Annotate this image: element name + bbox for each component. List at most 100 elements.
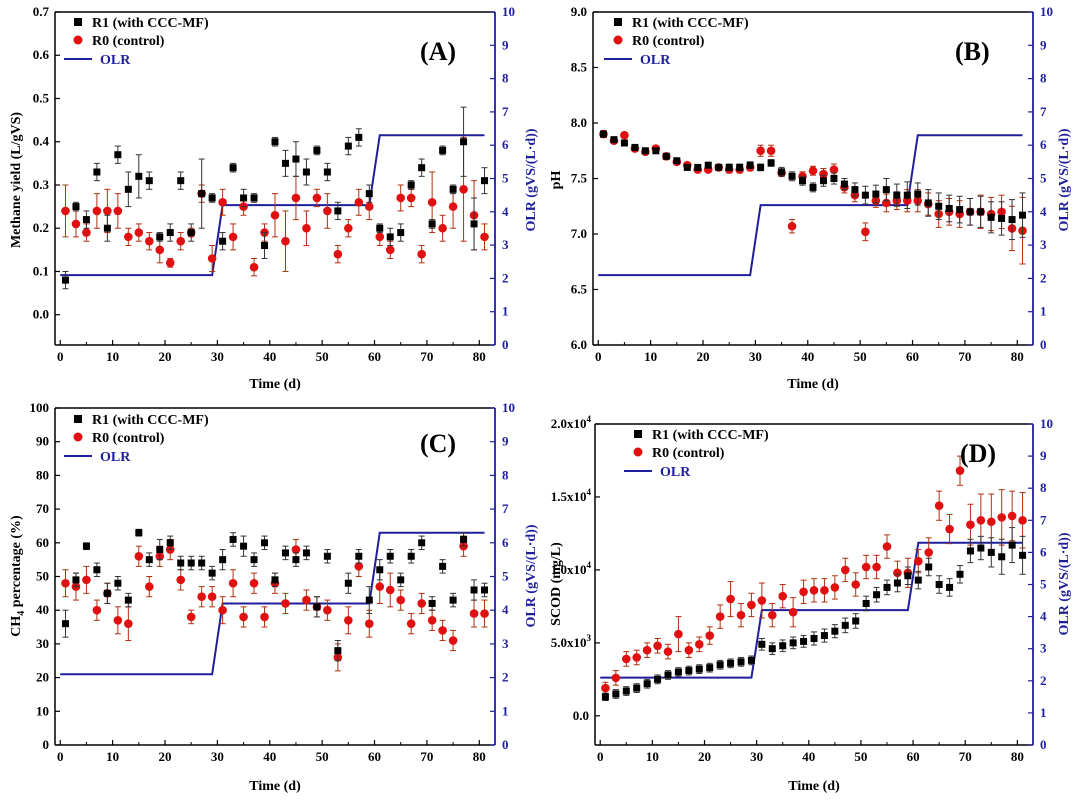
r0-point	[218, 605, 227, 615]
r0-point	[480, 232, 489, 242]
legend-r1-label: R1 (with CCC-MF)	[632, 16, 749, 31]
panel-a-y2-axis-title: OLR (gVS/(L·d))	[524, 128, 539, 231]
x-tick-label: 60	[368, 749, 381, 764]
r1-point	[124, 596, 132, 604]
legend-r1-marker	[614, 18, 622, 26]
y2-tick-label: 4	[1040, 609, 1047, 624]
r0-point	[663, 647, 673, 656]
olr-line	[598, 134, 1023, 277]
x-tick-label: 20	[698, 749, 711, 764]
r0-point	[820, 586, 829, 595]
r1-point	[376, 566, 384, 574]
panel-a: 0 10 20 30 40 50 60 70 800.00.10.20.30.40.50.60.…	[9, 4, 539, 392]
y2-tick-label: 3	[1040, 237, 1047, 252]
y2-tick-label: 4	[1040, 204, 1047, 219]
r1-point	[344, 579, 352, 587]
r1-point	[851, 186, 859, 194]
r1-point	[727, 659, 735, 667]
r1-point	[788, 172, 796, 180]
r1-point	[219, 237, 227, 245]
r1-point	[313, 146, 321, 154]
x-tick-label: 70	[958, 349, 971, 364]
r0-point	[281, 599, 290, 608]
r1-point	[631, 143, 639, 151]
r0-point	[788, 607, 798, 617]
r1-point	[229, 164, 237, 172]
legend-r1-marker	[634, 430, 642, 438]
r1-point	[114, 579, 122, 587]
y2-tick-label: 6	[1040, 137, 1047, 152]
y-tick-label: 50	[36, 569, 49, 584]
r1-point	[820, 632, 828, 640]
r1-point	[778, 168, 786, 176]
r1-point	[418, 539, 426, 547]
r1-point	[72, 576, 80, 584]
r0-point	[480, 609, 489, 618]
r0-point	[134, 551, 144, 561]
y-tick-label: 9.0	[571, 4, 587, 19]
x-tick-label: 40	[263, 349, 276, 364]
r1-point	[622, 687, 630, 695]
r1-point	[407, 552, 415, 560]
r0-point	[354, 562, 364, 571]
y2-tick-label: 8	[1040, 480, 1047, 495]
y2-tick-label: 0	[1040, 737, 1047, 752]
y2-tick-label: 9	[502, 37, 509, 52]
r1-point	[271, 138, 279, 146]
x-tick-label: 30	[211, 749, 224, 764]
r1-point	[643, 680, 651, 688]
x-tick-label: 10	[106, 349, 119, 364]
r1-point	[946, 583, 954, 591]
y-tick-label: 10	[36, 703, 49, 718]
r0-point	[621, 654, 631, 664]
y-tick-label: 5.0x103	[551, 633, 592, 650]
r1-point	[292, 155, 300, 163]
r0-point	[861, 562, 871, 572]
x-tick-label: 70	[420, 349, 433, 364]
panel-a-legend: R1 (with CCC-MF) R0 (control) OLR	[64, 16, 209, 68]
r0-point	[819, 169, 828, 179]
r1-point	[261, 539, 269, 547]
r1-point	[945, 204, 953, 212]
r1-point	[612, 690, 620, 698]
r1-point	[261, 242, 269, 250]
y2-tick-label: 0	[502, 337, 509, 352]
r1-point	[82, 216, 90, 224]
r0-point	[976, 516, 986, 525]
r1-point	[716, 661, 724, 669]
r0-point	[459, 185, 468, 194]
x-tick-label: 70	[959, 749, 972, 764]
r1-point	[810, 634, 818, 642]
y2-tick-label: 3	[502, 636, 509, 651]
panel-d-x-axis-title: Time (d)	[788, 779, 840, 794]
legend-r0-label: R0 (control)	[92, 431, 165, 446]
r1-point	[747, 656, 755, 664]
x-tick-label: 10	[646, 749, 659, 764]
r1-point	[924, 199, 932, 207]
y-tick-label: 100	[30, 400, 50, 415]
r0-point	[427, 616, 437, 625]
r0-point	[312, 193, 322, 203]
r0-point	[176, 236, 186, 246]
r1-point	[935, 202, 943, 210]
r0-point	[448, 202, 458, 211]
r0-point	[642, 645, 652, 655]
r0-point	[291, 545, 301, 554]
y2-tick-label: 3	[1040, 641, 1047, 656]
r1-point	[768, 645, 776, 653]
r1-point	[198, 559, 206, 567]
r1-point	[758, 640, 766, 648]
r1-point	[481, 586, 489, 594]
r0-point	[726, 594, 735, 604]
r1-point	[673, 157, 681, 165]
r1-point	[873, 591, 881, 599]
r0-point	[406, 193, 416, 203]
panel-d: 0 10 20 30 40 50 60 70 800.05.0x1031.0x1041.5x10…	[549, 414, 1072, 794]
y-tick-label: 8.5	[571, 60, 588, 75]
r0-point	[438, 626, 447, 635]
r1-point	[460, 535, 468, 543]
r0-point	[155, 245, 165, 255]
r1-point	[323, 168, 331, 176]
r1-point	[323, 552, 331, 560]
r1-point	[386, 233, 394, 241]
